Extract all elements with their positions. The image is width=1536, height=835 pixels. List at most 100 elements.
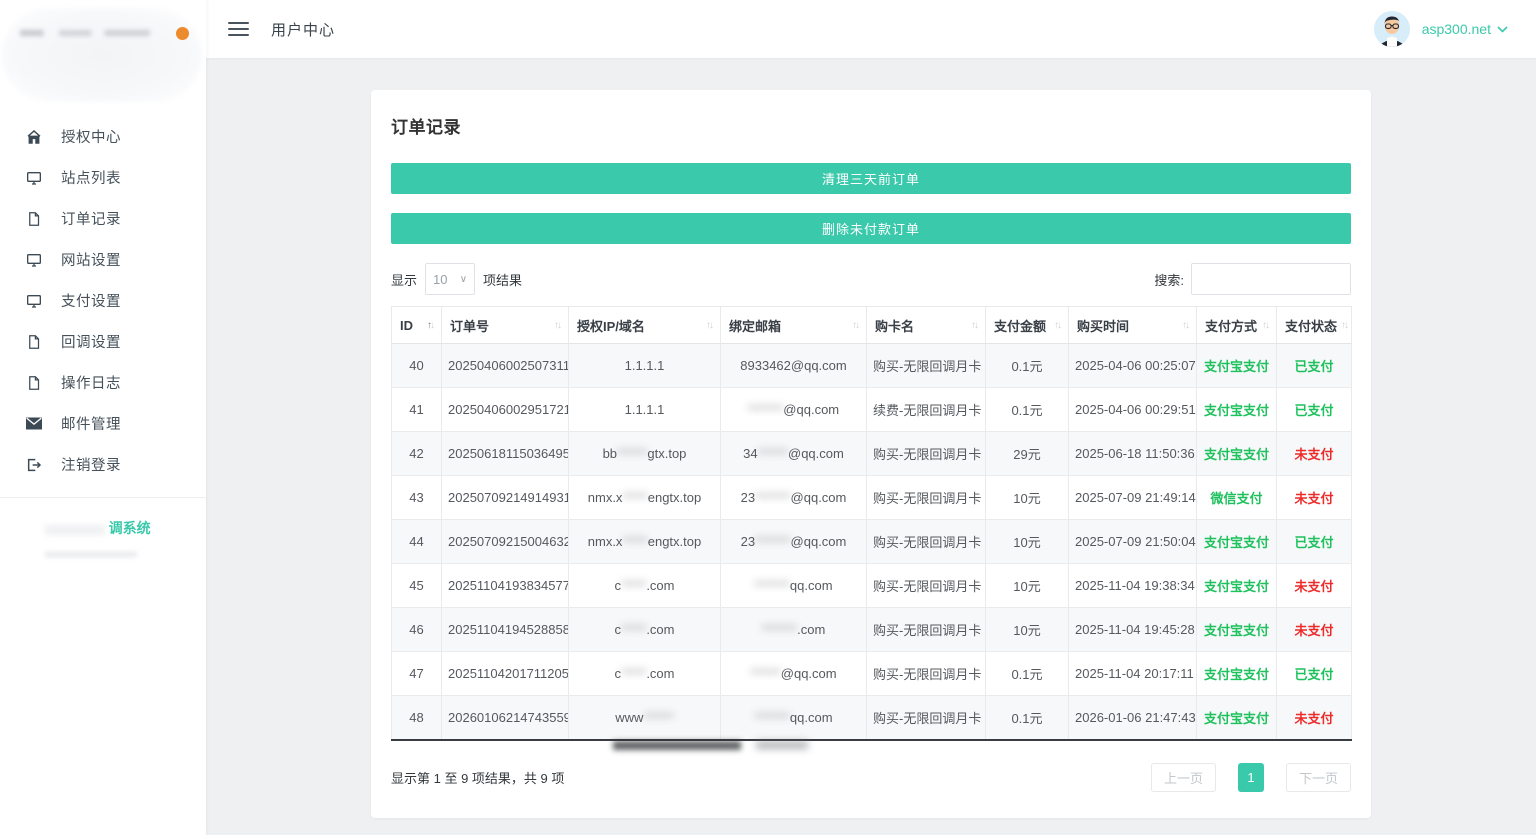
- chevron-down-icon: [1497, 25, 1508, 33]
- cell-domain: www******: [568, 695, 721, 741]
- cell-email: *******qq.com: [720, 563, 867, 608]
- cell-order-no: 20251104193834577: [441, 563, 569, 608]
- table-row[interactable]: 41 20250406002951721 1.1.1.1 *******@qq.com…: [391, 387, 1352, 432]
- sort-arrows-icon: ↑↓: [706, 319, 714, 331]
- cell-email: *******qq.com: [720, 695, 867, 741]
- user-menu[interactable]: asp300.net: [1373, 11, 1508, 47]
- cell-pay-status: 未支付: [1276, 607, 1352, 652]
- table-row[interactable]: 48 20260106214743559 www****** *******qq.co…: [391, 695, 1352, 741]
- table-row[interactable]: 42 20250618115036495 bb******gtx.top 34****…: [391, 431, 1352, 476]
- cell-pay-status: 已支付: [1276, 519, 1352, 564]
- cell-card-name: 购买-无限回调月卡: [866, 475, 986, 520]
- sidebar-item-label: 订单记录: [61, 212, 121, 228]
- prev-page-button[interactable]: 上一页: [1150, 762, 1216, 792]
- logo-dot: [176, 27, 189, 40]
- cell-amount: 10元: [985, 475, 1069, 520]
- blurred-smudge: [613, 740, 741, 750]
- sort-arrows-icon: ↑↓: [852, 319, 860, 331]
- cell-pay-method: 支付宝支付: [1196, 519, 1277, 564]
- table-row[interactable]: 45 20251104193834577 c*****.com *******qq.c…: [391, 563, 1352, 608]
- cell-card-name: 购买-无限回调月卡: [866, 519, 986, 564]
- column-header[interactable]: 绑定邮箱 ↑↓: [720, 306, 867, 344]
- table-row[interactable]: 44 20250709215004632 nmx.x*****engtx.top 23…: [391, 519, 1352, 564]
- column-header[interactable]: 支付状态 ↑↓: [1276, 306, 1352, 344]
- delete-unpaid-orders-button[interactable]: 删除未付款订单: [391, 213, 1351, 244]
- content-area: 订单记录 清理三天前订单 删除未付款订单 显示 10 ∨ 项结果 搜索:: [206, 58, 1536, 835]
- sort-arrows-icon: ↑↓: [1341, 319, 1349, 331]
- logo-blurred-image: [2, 8, 202, 102]
- hamburger-menu-icon[interactable]: [228, 18, 249, 40]
- cell-amount: 0.1元: [985, 651, 1069, 696]
- cell-amount: 10元: [985, 519, 1069, 564]
- cell-time: 2025-11-04 19:38:34: [1068, 563, 1197, 608]
- sidebar-item-operation-log[interactable]: 操作日志: [0, 362, 206, 403]
- blurred-smudge: [756, 740, 808, 749]
- blurred-text: *******: [754, 578, 790, 593]
- sidebar-item-label: 网站设置: [61, 253, 121, 269]
- sidebar: 授权中心 站点列表 订单记录 网站设置: [0, 0, 206, 835]
- clear-old-orders-button[interactable]: 清理三天前订单: [391, 163, 1351, 194]
- sidebar-item-label: 回调设置: [61, 335, 121, 351]
- main-column: 用户中心 asp300.net: [206, 0, 1536, 835]
- sort-arrows-icon: ↑↓: [1262, 319, 1270, 331]
- table-row[interactable]: 47 20251104201711205 c*****.com ******@qq.c…: [391, 651, 1352, 696]
- file-icon: [25, 333, 42, 350]
- column-header[interactable]: 购买时间 ↑↓: [1068, 306, 1197, 344]
- cell-email: ******@qq.com: [720, 651, 867, 696]
- table-row[interactable]: 46 20251104194528858 c*****.com *******.com…: [391, 607, 1352, 652]
- cell-amount: 0.1元: [985, 387, 1069, 432]
- sidebar-item-mail-management[interactable]: 邮件管理: [0, 403, 206, 444]
- sidebar-footer-blurred-line: [45, 552, 137, 557]
- search-label: 搜索:: [1154, 272, 1184, 288]
- cell-time: 2025-06-18 11:50:36: [1068, 431, 1197, 476]
- column-header[interactable]: 订单号 ↑↓: [441, 306, 569, 344]
- page-size-select[interactable]: 10 ∨: [425, 263, 476, 295]
- blurred-text: *****: [621, 578, 647, 593]
- sidebar-item-auth-center[interactable]: 授权中心: [0, 116, 206, 157]
- sidebar-item-callback-settings[interactable]: 回调设置: [0, 321, 206, 362]
- table-footer: 显示第 1 至 9 项结果，共 9 项 上一页 1 下一页: [391, 762, 1351, 792]
- cell-pay-method: 支付宝支付: [1196, 387, 1277, 432]
- column-header[interactable]: 授权IP/域名 ↑↓: [568, 306, 721, 344]
- sort-arrows-icon: ↑↓: [554, 319, 562, 331]
- cell-card-name: 购买-无限回调月卡: [866, 695, 986, 741]
- column-header[interactable]: 支付方式 ↑↓: [1196, 306, 1277, 344]
- mail-icon: [25, 415, 42, 432]
- sort-arrows-icon: ↑↓: [1182, 319, 1190, 331]
- cell-email: 34******@qq.com: [720, 431, 867, 476]
- page-size-value: 10: [433, 271, 448, 287]
- column-header[interactable]: 购卡名 ↑↓: [866, 306, 986, 344]
- cell-time: 2025-04-06 00:29:51: [1068, 387, 1197, 432]
- cell-amount: 10元: [985, 607, 1069, 652]
- sidebar-item-website-settings[interactable]: 网站设置: [0, 239, 206, 280]
- sidebar-item-label: 操作日志: [61, 376, 121, 392]
- pagination: 上一页 1 下一页: [1150, 762, 1351, 792]
- cell-id: 42: [391, 431, 442, 476]
- cell-order-no: 20260106214743559: [441, 695, 569, 741]
- username[interactable]: asp300.net: [1421, 21, 1491, 37]
- sidebar-item-label: 支付设置: [61, 294, 121, 310]
- cell-pay-status: 未支付: [1276, 563, 1352, 608]
- search-input[interactable]: [1191, 263, 1351, 295]
- cell-domain: bb******gtx.top: [568, 431, 721, 476]
- next-page-button[interactable]: 下一页: [1285, 762, 1351, 792]
- cell-domain: 1.1.1.1: [568, 343, 721, 388]
- cell-id: 41: [391, 387, 442, 432]
- cell-pay-status: 未支付: [1276, 695, 1352, 741]
- sidebar-item-order-records[interactable]: 订单记录: [0, 198, 206, 239]
- table-row[interactable]: 40 20250406002507311 1.1.1.1 8933462@qq.com…: [391, 343, 1352, 388]
- page-number-button[interactable]: 1: [1237, 762, 1264, 792]
- column-header[interactable]: ID ↑↓: [391, 306, 442, 344]
- table-row[interactable]: 43 20250709214914931 nmx.x*****engtx.top 23…: [391, 475, 1352, 520]
- orders-table: ID ↑↓ 订单号 ↑↓ 授权IP/域名 ↑↓ 绑定邮箱 ↑↓ 购卡名 ↑↓ 支付金额 ↑↓ 购买时间 ↑…: [391, 306, 1352, 741]
- sidebar-item-logout[interactable]: 注销登录: [0, 444, 206, 485]
- sidebar-item-payment-settings[interactable]: 支付设置: [0, 280, 206, 321]
- sidebar-item-site-list[interactable]: 站点列表: [0, 157, 206, 198]
- blurred-text: *******: [747, 402, 784, 417]
- column-header[interactable]: 支付金额 ↑↓: [985, 306, 1069, 344]
- avatar[interactable]: [1373, 11, 1410, 47]
- sidebar-item-label: 邮件管理: [61, 417, 121, 433]
- sort-arrows-icon: ↑↓: [1054, 319, 1062, 331]
- blurred-text: *******: [761, 622, 798, 637]
